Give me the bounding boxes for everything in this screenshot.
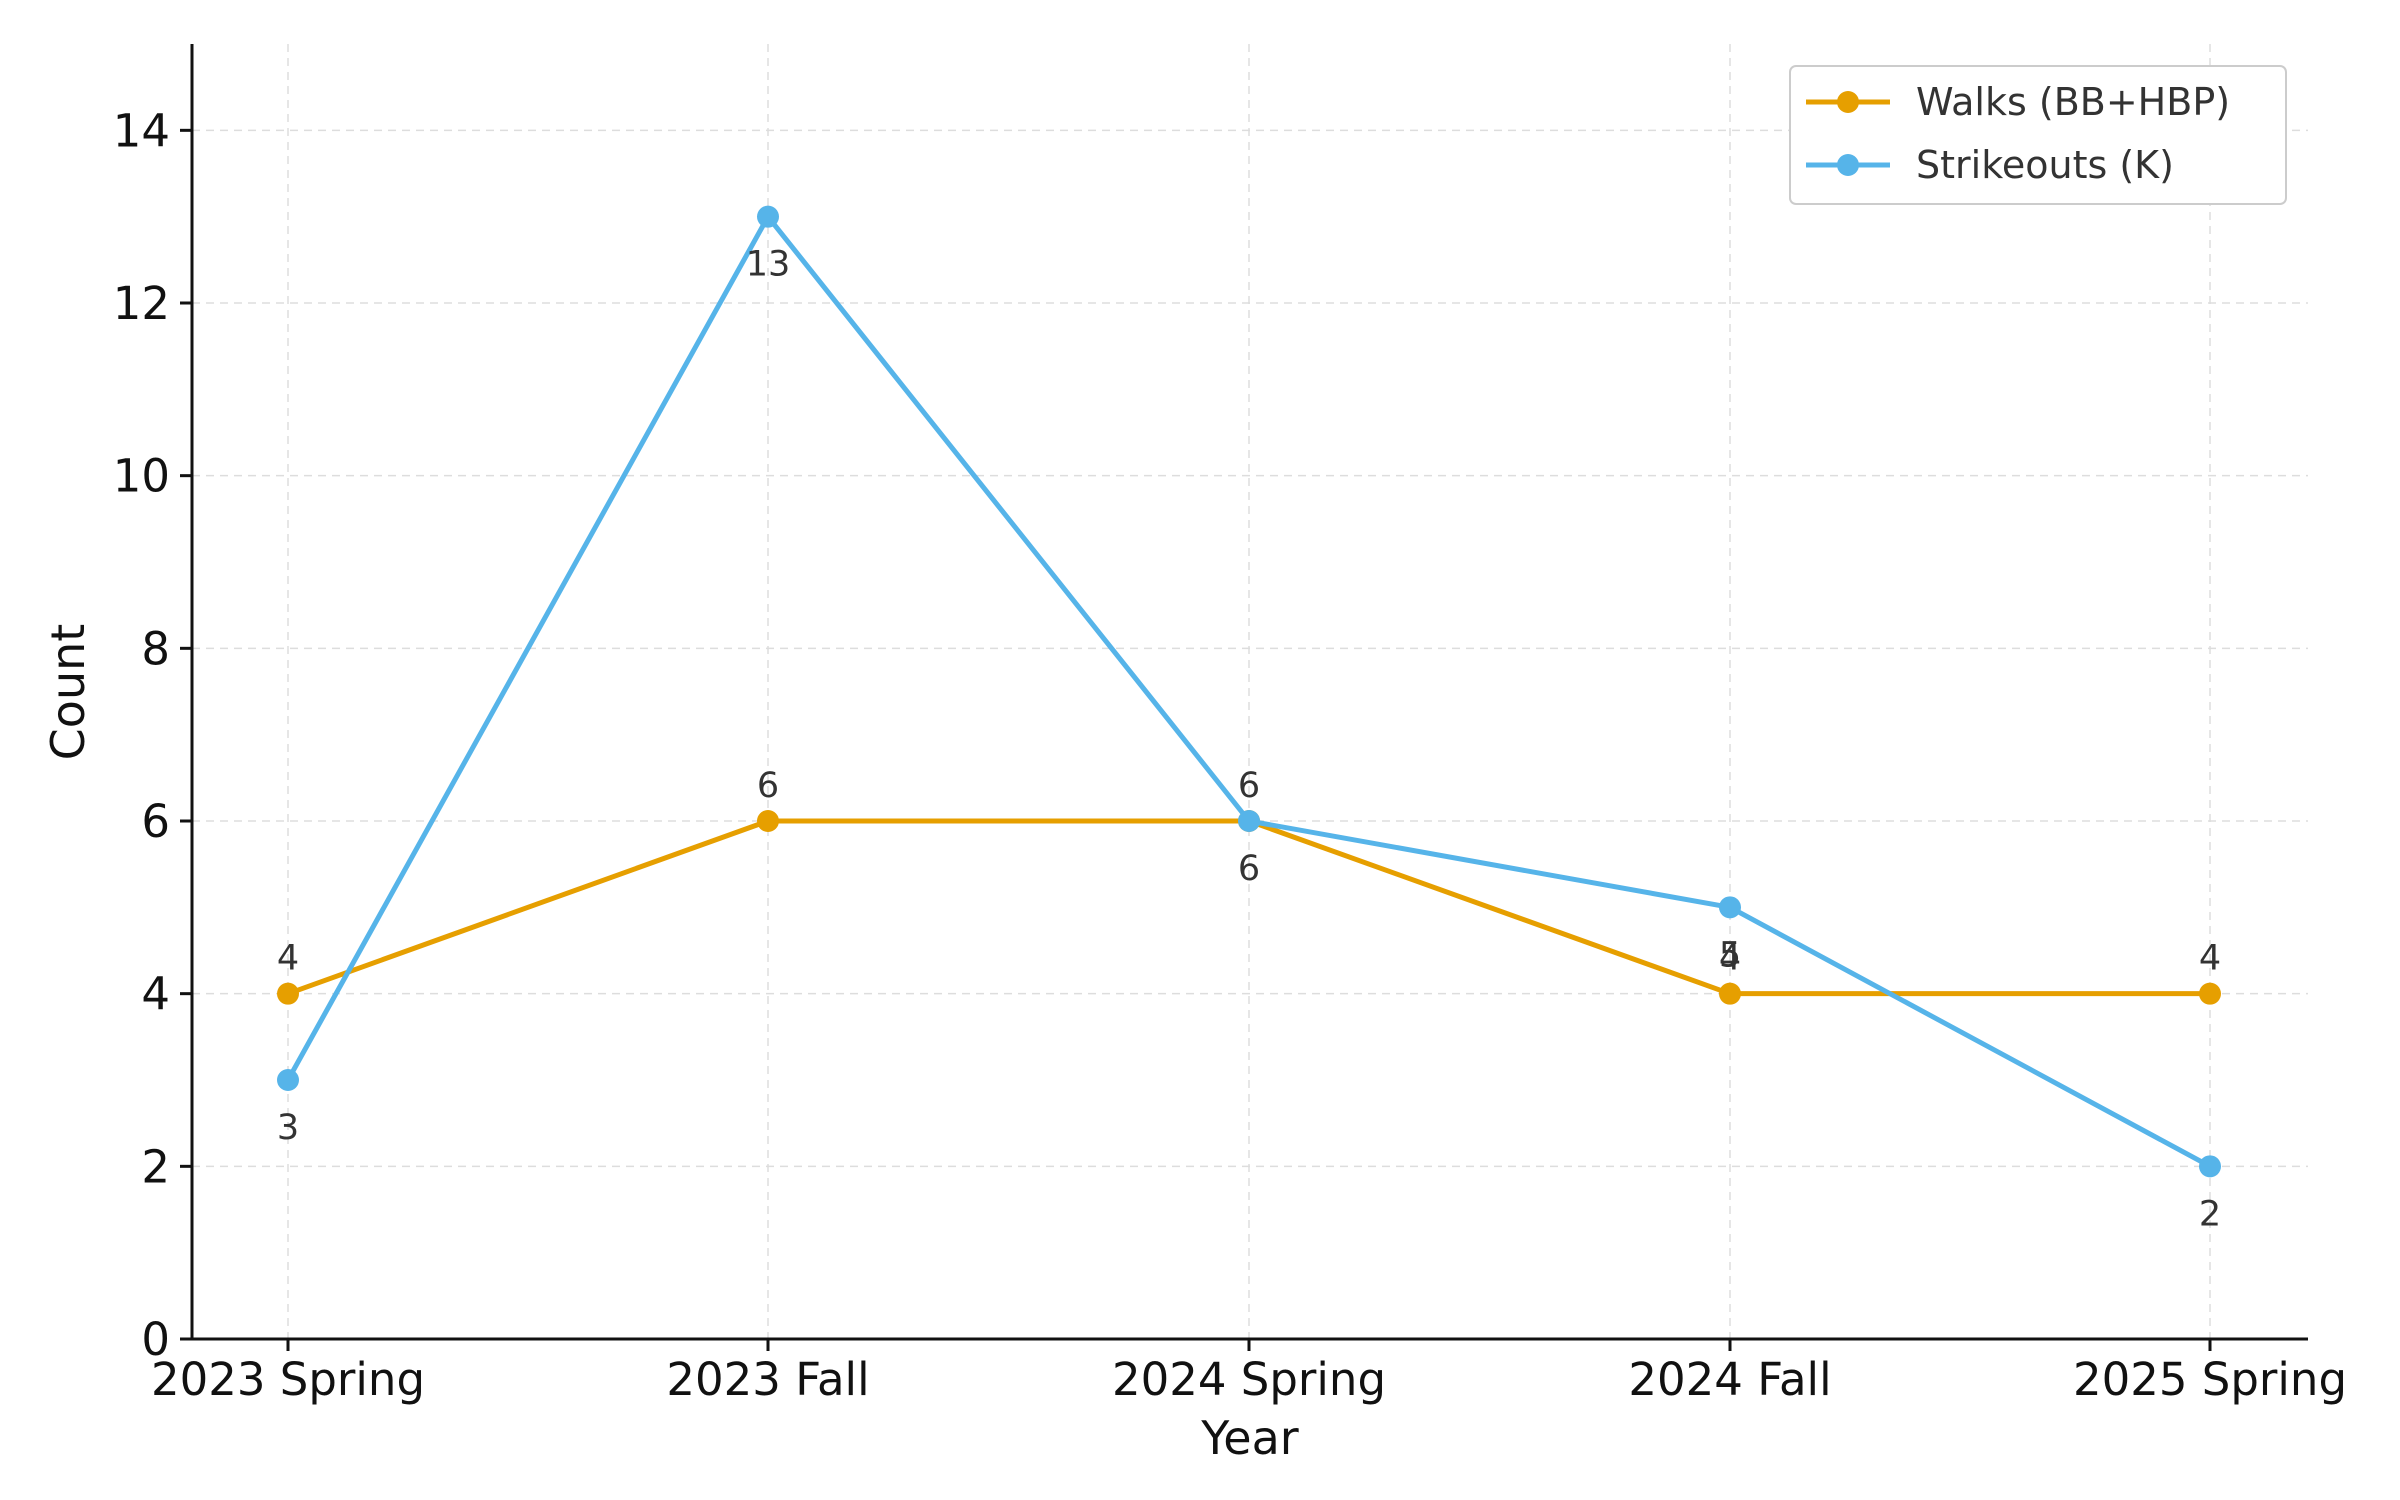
data-label-strikeouts: 3	[277, 1108, 299, 1148]
ticks: 0 2 4 6 8 10 12 14 2023 Spring 2023 Fall 2024 Spri…	[113, 104, 2347, 1406]
data-label-walks: 4	[2199, 939, 2221, 979]
axes	[190, 44, 2308, 1341]
x-tick-label: 2023 Spring	[151, 1353, 425, 1406]
data-labels: 4 6 6 4 4 3 13 6 5 2	[277, 245, 2221, 1235]
x-tick-label: 2024 Fall	[1628, 1353, 1831, 1406]
data-label-strikeouts: 13	[746, 245, 791, 285]
series	[277, 205, 2221, 1178]
legend-strikeouts-label: Strikeouts (K)	[1916, 143, 2174, 187]
data-point-strikeouts	[1238, 810, 1260, 832]
legend: Walks (BB+HBP) Strikeouts (K)	[1789, 65, 2287, 205]
data-label-walks: 4	[1719, 939, 1741, 979]
x-axis-label: Year	[1200, 1411, 1298, 1465]
legend-walks-label: Walks (BB+HBP)	[1916, 80, 2230, 124]
y-tick-label: 6	[141, 795, 170, 848]
y-tick-label: 12	[113, 277, 170, 330]
y-tick-label: 4	[141, 968, 170, 1021]
data-point-walks	[277, 982, 299, 1005]
x-tick-label: 2024 Spring	[1112, 1353, 1386, 1406]
data-point-strikeouts	[757, 205, 779, 228]
data-point-strikeouts	[1719, 896, 1741, 919]
data-label-strikeouts: 2	[2199, 1194, 2221, 1234]
y-tick-label: 2	[141, 1140, 170, 1193]
data-label-walks: 6	[1238, 766, 1260, 806]
data-label-walks: 4	[277, 939, 299, 979]
y-tick-label: 0	[141, 1313, 170, 1366]
data-label-strikeouts: 5	[1719, 935, 1741, 975]
data-point-strikeouts	[2199, 1155, 2221, 1178]
x-tick-label: 2023 Fall	[666, 1353, 869, 1406]
data-point-walks	[1719, 982, 1741, 1005]
grid	[192, 44, 2308, 1339]
x-tick-label: 2025 Spring	[2073, 1353, 2347, 1406]
legend-strikeouts-marker	[1837, 154, 1859, 176]
legend-box	[1789, 65, 2287, 205]
y-tick-label: 8	[141, 622, 170, 675]
data-label-walks: 6	[757, 766, 779, 806]
data-label-strikeouts: 6	[1238, 849, 1260, 889]
y-tick-label: 14	[113, 104, 170, 157]
data-point-strikeouts	[277, 1069, 299, 1091]
y-tick-label: 10	[113, 450, 170, 503]
y-axis-label: Count	[41, 624, 95, 761]
legend-walks-marker	[1837, 91, 1859, 113]
data-point-walks	[757, 810, 779, 832]
data-point-walks	[2199, 982, 2221, 1005]
